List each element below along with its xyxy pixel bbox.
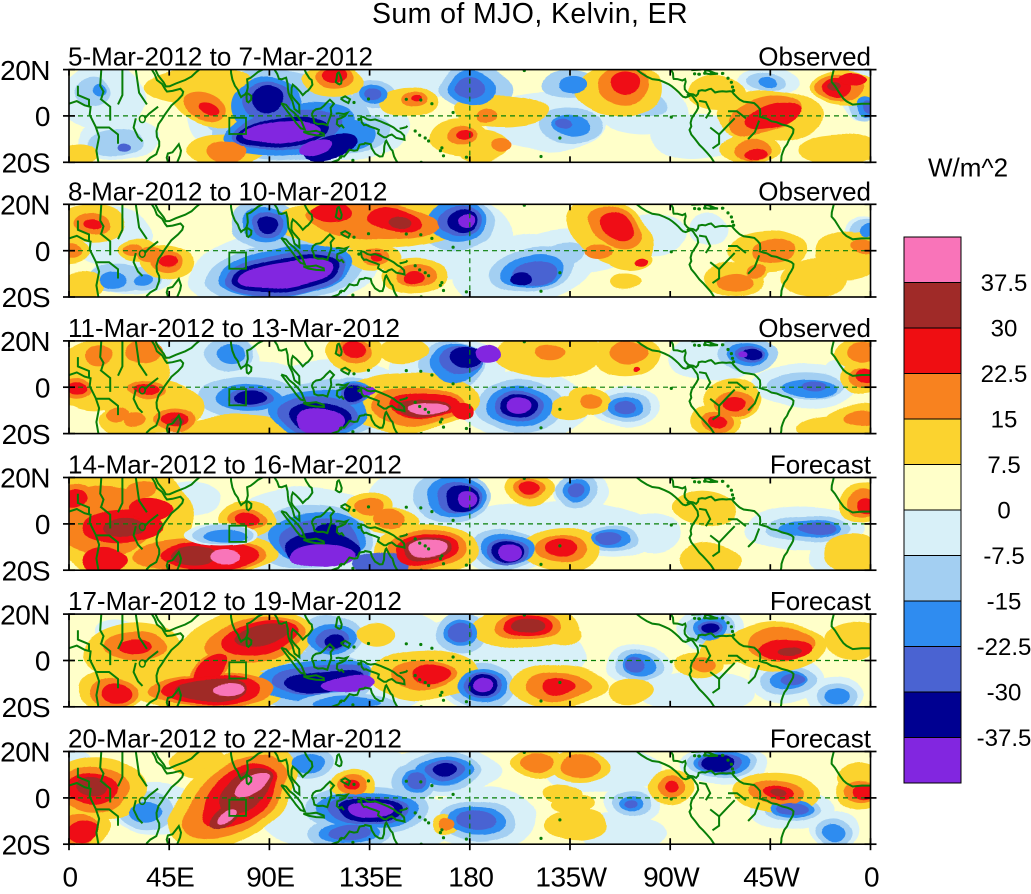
svg-text:20N: 20N bbox=[0, 326, 50, 357]
svg-text:0: 0 bbox=[997, 498, 1010, 525]
svg-text:180: 180 bbox=[448, 862, 493, 890]
svg-text:135E: 135E bbox=[339, 862, 402, 890]
svg-text:14-Mar-2012 to 16-Mar-2012: 14-Mar-2012 to 16-Mar-2012 bbox=[68, 450, 402, 480]
svg-text:135W: 135W bbox=[535, 862, 607, 890]
svg-text:5-Mar-2012 to 7-Mar-2012: 5-Mar-2012 to 7-Mar-2012 bbox=[68, 42, 373, 72]
svg-text:20N: 20N bbox=[0, 190, 50, 221]
svg-text:15: 15 bbox=[991, 407, 1018, 434]
svg-text:22.5: 22.5 bbox=[981, 361, 1028, 388]
svg-text:Sum of MJO, Kelvin, ER: Sum of MJO, Kelvin, ER bbox=[372, 0, 688, 30]
svg-text:-30: -30 bbox=[987, 680, 1022, 707]
svg-text:20N: 20N bbox=[0, 55, 50, 86]
svg-text:W/m^2: W/m^2 bbox=[928, 153, 1008, 183]
svg-text:0: 0 bbox=[35, 236, 50, 267]
svg-text:0: 0 bbox=[62, 862, 77, 890]
svg-text:7.5: 7.5 bbox=[987, 452, 1020, 479]
svg-text:Observed: Observed bbox=[758, 313, 871, 343]
svg-text:-15: -15 bbox=[987, 589, 1022, 616]
svg-text:20S: 20S bbox=[2, 692, 50, 723]
svg-text:Forecast: Forecast bbox=[770, 724, 872, 754]
svg-text:Forecast: Forecast bbox=[770, 450, 872, 480]
svg-text:20N: 20N bbox=[0, 463, 50, 494]
svg-text:0: 0 bbox=[35, 372, 50, 403]
svg-text:45W: 45W bbox=[743, 862, 800, 890]
svg-text:Forecast: Forecast bbox=[770, 586, 872, 616]
svg-text:Observed: Observed bbox=[758, 176, 871, 206]
svg-text:20S: 20S bbox=[2, 829, 50, 860]
svg-text:20S: 20S bbox=[2, 419, 50, 450]
svg-text:0: 0 bbox=[35, 509, 50, 540]
svg-text:0: 0 bbox=[35, 783, 50, 814]
svg-text:90W: 90W bbox=[643, 862, 700, 890]
svg-text:20S: 20S bbox=[2, 282, 50, 313]
svg-text:-22.5: -22.5 bbox=[977, 634, 1031, 661]
svg-text:11-Mar-2012 to 13-Mar-2012: 11-Mar-2012 to 13-Mar-2012 bbox=[68, 313, 400, 343]
svg-text:-7.5: -7.5 bbox=[983, 543, 1024, 570]
svg-text:20S: 20S bbox=[2, 555, 50, 586]
svg-text:-37.5: -37.5 bbox=[977, 725, 1031, 752]
svg-text:20N: 20N bbox=[0, 737, 50, 768]
svg-text:Observed: Observed bbox=[758, 42, 871, 72]
svg-text:0: 0 bbox=[35, 101, 50, 132]
svg-text:8-Mar-2012 to 10-Mar-2012: 8-Mar-2012 to 10-Mar-2012 bbox=[68, 176, 387, 206]
svg-text:0: 0 bbox=[35, 646, 50, 677]
svg-text:20S: 20S bbox=[2, 148, 50, 179]
svg-text:20N: 20N bbox=[0, 599, 50, 630]
svg-text:45E: 45E bbox=[146, 862, 194, 890]
svg-text:90E: 90E bbox=[246, 862, 294, 890]
svg-text:20-Mar-2012 to 22-Mar-2012: 20-Mar-2012 to 22-Mar-2012 bbox=[68, 724, 402, 754]
svg-text:30: 30 bbox=[991, 316, 1018, 343]
svg-text:0: 0 bbox=[864, 862, 879, 890]
svg-text:37.5: 37.5 bbox=[981, 270, 1028, 297]
svg-text:17-Mar-2012 to 19-Mar-2012: 17-Mar-2012 to 19-Mar-2012 bbox=[68, 586, 402, 616]
